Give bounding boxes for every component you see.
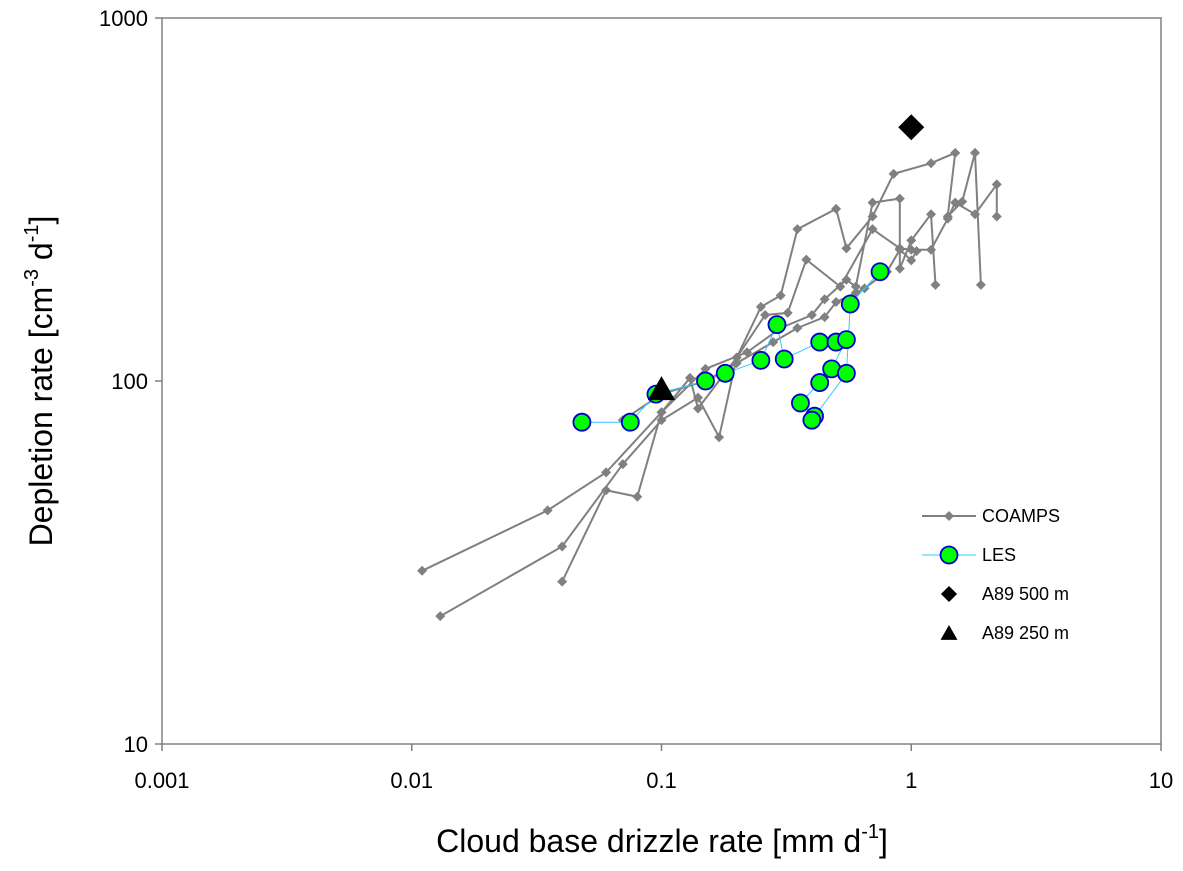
data-point	[601, 485, 612, 496]
data-point	[700, 363, 711, 374]
legend-marker	[939, 545, 959, 565]
data-point	[906, 255, 917, 266]
data-point	[837, 363, 856, 383]
data-point	[819, 312, 830, 323]
data-point	[715, 363, 735, 383]
x-tick-label: 0.1	[646, 768, 677, 793]
data-point	[557, 576, 568, 587]
data-point	[975, 279, 986, 290]
data-point	[791, 393, 810, 413]
y-tick-label: 100	[111, 369, 148, 394]
data-point	[888, 168, 899, 179]
data-point	[692, 392, 703, 403]
data-point	[774, 349, 794, 369]
data-point	[782, 307, 793, 318]
data-point	[767, 315, 787, 335]
data-point	[760, 309, 771, 320]
data-point	[557, 541, 568, 552]
x-tick-label: 0.001	[134, 768, 189, 793]
data-point	[819, 294, 830, 305]
data-point	[656, 407, 667, 418]
data-point	[714, 432, 725, 443]
y-tick-label: 10	[124, 732, 148, 757]
data-point	[831, 297, 842, 308]
series-les	[572, 262, 890, 432]
data-point	[775, 290, 786, 301]
data-point	[792, 224, 803, 235]
data-point	[840, 294, 860, 314]
data-point	[867, 224, 878, 235]
data-point	[647, 376, 676, 401]
legend-label: COAMPS	[982, 506, 1060, 526]
data-point	[435, 611, 446, 622]
data-point	[696, 371, 715, 391]
data-point	[950, 147, 961, 158]
data-point	[620, 412, 640, 432]
series-coamps	[417, 147, 1002, 622]
legend-marker	[940, 585, 958, 603]
y-tick-label: 1000	[99, 6, 148, 31]
data-point	[894, 263, 905, 274]
data-point	[617, 459, 628, 470]
data-point	[894, 193, 905, 204]
y-axis-title: Depletion rate [cm-3 d-1]	[21, 216, 59, 547]
data-point	[930, 279, 941, 290]
data-point	[906, 235, 917, 246]
data-point	[792, 322, 803, 333]
series-a89-500-m	[898, 114, 925, 141]
data-point	[572, 412, 592, 432]
data-point	[942, 213, 953, 224]
data-point	[911, 246, 922, 257]
y-axis: 10 100 1000	[99, 6, 162, 757]
data-point	[751, 350, 771, 370]
data-point	[755, 301, 766, 312]
data-point	[417, 565, 428, 576]
series-a89-250-m	[647, 376, 676, 401]
data-point	[831, 203, 842, 214]
legend-item: COAMPS	[922, 506, 1060, 526]
data-point	[894, 244, 905, 255]
legend-marker	[944, 511, 954, 521]
legend-label: A89 250 m	[982, 623, 1069, 643]
data-point	[991, 211, 1002, 222]
data-point	[926, 209, 937, 220]
data-point	[870, 262, 890, 282]
data-point	[601, 467, 612, 478]
series-layer	[417, 114, 1002, 622]
data-point	[801, 254, 812, 265]
data-point	[802, 410, 822, 430]
data-point	[632, 491, 643, 502]
legend-label: A89 500 m	[982, 584, 1069, 604]
data-point	[970, 209, 981, 220]
legend-label: LES	[982, 545, 1016, 565]
data-point	[950, 197, 961, 208]
data-point	[731, 358, 742, 369]
x-tick-label: 0.01	[390, 768, 433, 793]
data-point	[898, 114, 925, 141]
data-point	[867, 197, 878, 208]
data-point	[926, 158, 937, 169]
legend-marker	[940, 624, 958, 640]
x-tick-label: 10	[1149, 768, 1173, 793]
x-tick-label: 1	[905, 768, 917, 793]
data-point	[692, 403, 703, 414]
data-point	[841, 274, 852, 285]
data-point	[810, 373, 830, 392]
legend-item: A89 250 m	[940, 623, 1069, 643]
data-point	[806, 309, 817, 320]
legend-item: A89 500 m	[940, 584, 1069, 604]
data-point	[841, 243, 852, 254]
legend-item: LES	[922, 545, 1016, 565]
data-point	[991, 179, 1002, 190]
data-point	[970, 147, 981, 158]
data-point	[850, 281, 861, 292]
data-point	[810, 332, 830, 352]
x-axis-title: Cloud base drizzle rate [mm d-1]	[436, 821, 888, 859]
x-axis: 0.001 0.01 0.1 1 10	[134, 744, 1173, 793]
legend: COAMPS LES A89 500 m A89 250 m	[922, 506, 1069, 643]
data-point	[542, 505, 553, 516]
data-point	[837, 330, 856, 350]
